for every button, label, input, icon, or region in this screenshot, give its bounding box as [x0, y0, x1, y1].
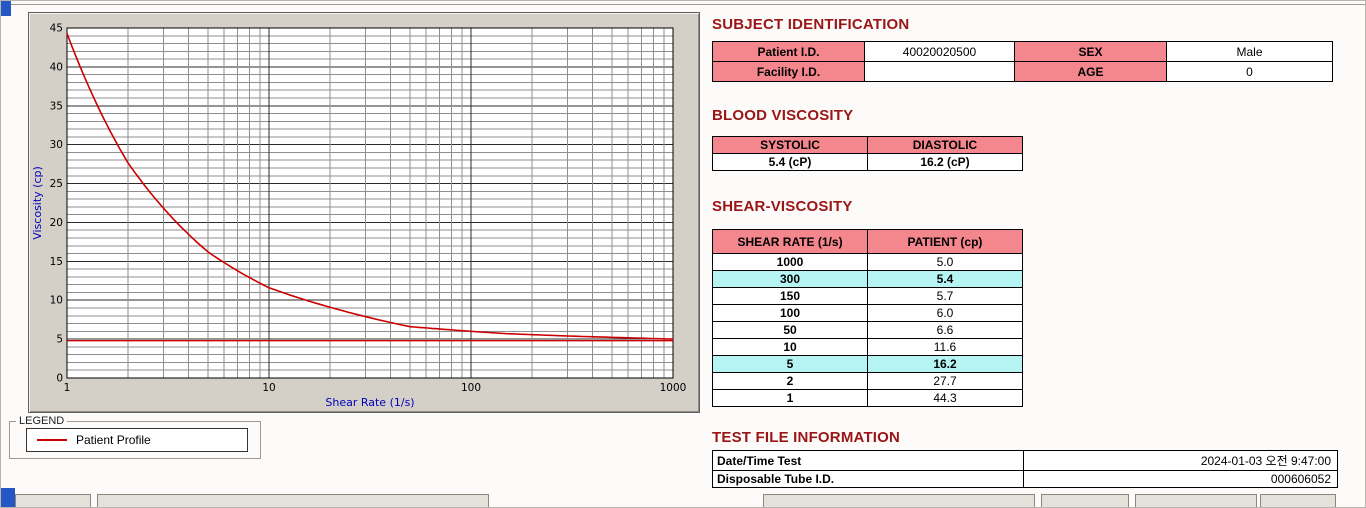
shear-rate-cell: 5: [712, 355, 868, 373]
bottom-bar-button[interactable]: [15, 494, 91, 507]
svg-text:15: 15: [50, 256, 63, 268]
shear-rate-header: SHEAR RATE (1/s): [712, 229, 868, 254]
bottom-bar-panel: [763, 494, 1035, 507]
subject-identification-table: Patient I.D. 40020020500 SEX Male Facili…: [712, 41, 1333, 82]
patient-value-cell: 16.2: [867, 355, 1023, 373]
age-label: AGE: [1014, 61, 1167, 82]
patient-value-cell: 6.6: [867, 321, 1023, 339]
svg-text:25: 25: [50, 178, 63, 190]
test-file-information-table: Date/Time Test 2024-01-03 오전 9:47:00 Dis…: [712, 450, 1338, 488]
table-row: Disposable Tube I.D. 000606052: [712, 470, 1338, 488]
legend-title: LEGEND: [19, 415, 65, 427]
svg-text:5: 5: [56, 334, 63, 346]
window-fragment-top-left: [1, 1, 11, 16]
table-row: Date/Time Test 2024-01-03 오전 9:47:00: [712, 450, 1338, 471]
svg-text:45: 45: [50, 23, 63, 35]
shear-rate-cell: 50: [712, 321, 868, 339]
shear-rate-cell: 10: [712, 338, 868, 356]
table-row: 100 6.0: [712, 304, 1023, 322]
svg-text:35: 35: [50, 100, 63, 112]
bottom-bar-button[interactable]: [1260, 494, 1336, 507]
patient-value-cell: 27.7: [867, 372, 1023, 390]
shear-rate-cell: 2: [712, 372, 868, 390]
patient-value-cell: 44.3: [867, 389, 1023, 407]
legend-entry: Patient Profile: [26, 428, 248, 452]
legend-box: LEGEND Patient Profile: [9, 415, 261, 459]
diastolic-header: DIASTOLIC: [867, 136, 1023, 154]
patient-value-cell: 5.0: [867, 253, 1023, 271]
table-row: 50 6.6: [712, 321, 1023, 339]
svg-text:20: 20: [50, 217, 63, 229]
table-row: 1000 5.0: [712, 253, 1023, 271]
svg-text:Shear Rate (1/s): Shear Rate (1/s): [325, 396, 414, 409]
facility-id-value: [864, 61, 1015, 82]
table-row: 150 5.7: [712, 287, 1023, 305]
shear-viscosity-table: SHEAR RATE (1/s) PATIENT (cp) 1000 5.0 30…: [712, 229, 1023, 407]
legend-line-sample: [37, 439, 67, 441]
window-edge-line: [1, 4, 1365, 5]
section-title-blood-viscosity: BLOOD VISCOSITY: [712, 107, 854, 124]
table-row: 10 11.6: [712, 338, 1023, 356]
shear-rate-cell: 1000: [712, 253, 868, 271]
table-row: 5 16.2: [712, 355, 1023, 373]
blood-viscosity-table: SYSTOLIC DIASTOLIC 5.4 (cP) 16.2 (cP): [712, 136, 1023, 171]
patient-value-cell: 5.4: [867, 270, 1023, 288]
svg-text:10: 10: [262, 382, 275, 394]
bottom-bar-button[interactable]: [1135, 494, 1257, 507]
shear-rate-cell: 150: [712, 287, 868, 305]
table-row: 5.4 (cP) 16.2 (cP): [712, 153, 1023, 171]
shear-rate-cell: 100: [712, 304, 868, 322]
legend-entry-label: Patient Profile: [76, 433, 151, 447]
bottom-bar-panel: [97, 494, 489, 507]
date-time-test-value: 2024-01-03 오전 9:47:00: [1023, 450, 1338, 471]
systolic-value: 5.4 (cP): [712, 153, 868, 171]
patient-value-cell: 6.0: [867, 304, 1023, 322]
section-title-test-file-information: TEST FILE INFORMATION: [712, 429, 901, 446]
age-value: 0: [1166, 61, 1333, 82]
systolic-header: SYSTOLIC: [712, 136, 868, 154]
facility-id-label: Facility I.D.: [712, 61, 865, 82]
section-title-subject-identification: SUBJECT IDENTIFICATION: [712, 16, 910, 33]
diastolic-value: 16.2 (cP): [867, 153, 1023, 171]
svg-text:10: 10: [50, 295, 63, 307]
svg-text:100: 100: [461, 382, 481, 394]
sex-value: Male: [1166, 41, 1333, 62]
svg-text:1: 1: [64, 382, 71, 394]
patient-cp-header: PATIENT (cp): [867, 229, 1023, 254]
disposable-tube-id-label: Disposable Tube I.D.: [712, 470, 1024, 488]
svg-text:40: 40: [50, 61, 63, 73]
disposable-tube-id-value: 000606052: [1023, 470, 1338, 488]
svg-text:30: 30: [50, 139, 63, 151]
patient-id-value: 40020020500: [864, 41, 1015, 62]
section-title-shear-viscosity: SHEAR-VISCOSITY: [712, 198, 853, 215]
bottom-bar-button[interactable]: [1041, 494, 1129, 507]
window-fragment-bottom-left: [1, 488, 15, 507]
svg-text:Viscosity (cp): Viscosity (cp): [31, 166, 44, 240]
shear-rate-cell: 300: [712, 270, 868, 288]
sex-label: SEX: [1014, 41, 1167, 62]
svg-text:0: 0: [56, 373, 63, 385]
table-row: 1 44.3: [712, 389, 1023, 407]
svg-text:1000: 1000: [660, 382, 687, 394]
table-row: 300 5.4: [712, 270, 1023, 288]
shear-viscosity-chart: 0 5 10 15 20 25 30 35 40 45 1 10 100 1000 Shear Rate (…: [29, 13, 697, 415]
table-row: Facility I.D. AGE 0: [712, 61, 1333, 82]
table-row: 2 27.7: [712, 372, 1023, 390]
patient-value-cell: 11.6: [867, 338, 1023, 356]
viscosity-chart-panel: 0 5 10 15 20 25 30 35 40 45 1 10 100 1000 Shear Rate (…: [28, 12, 700, 413]
table-row: SYSTOLIC DIASTOLIC: [712, 136, 1023, 154]
patient-id-label: Patient I.D.: [712, 41, 865, 62]
patient-value-cell: 5.7: [867, 287, 1023, 305]
table-header-row: SHEAR RATE (1/s) PATIENT (cp): [712, 229, 1023, 254]
date-time-test-label: Date/Time Test: [712, 450, 1024, 471]
shear-rate-cell: 1: [712, 389, 868, 407]
table-row: Patient I.D. 40020020500 SEX Male: [712, 41, 1333, 62]
